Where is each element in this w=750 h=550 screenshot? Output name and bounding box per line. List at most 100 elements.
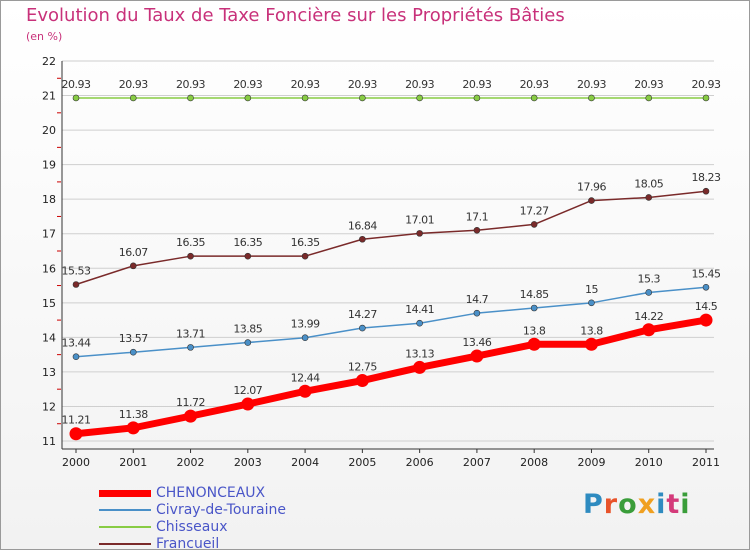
data-point (473, 94, 481, 102)
y-tick-label: 20 (42, 124, 56, 137)
x-tick-label: 2009 (577, 456, 605, 469)
data-point (244, 252, 252, 260)
data-label: 20.93 (405, 78, 434, 91)
legend-swatch (99, 489, 151, 497)
data-label: 15 (585, 283, 598, 296)
data-label: 15.45 (692, 267, 721, 280)
data-point (530, 94, 538, 102)
legend: CHENONCEAUX Civray-de-Touraine Chisseaux Fr… (99, 485, 359, 550)
data-label: 20.93 (62, 78, 91, 91)
y-tick-label: 19 (42, 159, 56, 172)
data-point (184, 409, 198, 423)
y-tick-label: 14 (42, 331, 56, 344)
x-tick-label: 2008 (520, 456, 548, 469)
data-label: 16.35 (291, 236, 320, 249)
data-point (72, 353, 80, 361)
data-label: 20.93 (634, 78, 663, 91)
data-label: 14.22 (634, 310, 663, 323)
data-point (359, 94, 366, 102)
data-label: 20.93 (348, 78, 377, 91)
y-tick-label: 15 (42, 297, 56, 310)
legend-swatch (99, 509, 151, 511)
data-point (588, 197, 595, 204)
data-label: 13.8 (523, 324, 546, 337)
data-label: 11.38 (119, 408, 148, 421)
data-label: 12.07 (233, 384, 262, 397)
data-point (129, 348, 137, 356)
data-label: 13.44 (62, 337, 91, 350)
data-point (702, 187, 710, 195)
data-point (588, 94, 595, 102)
legend-item: Chisseaux (99, 519, 359, 536)
legend-label: CHENONCEAUX (156, 485, 266, 501)
series-line-francueil (75, 190, 707, 286)
data-label: 20.93 (577, 78, 606, 91)
x-tick-label: 2004 (291, 456, 319, 469)
data-point (301, 94, 309, 102)
data-point (473, 309, 481, 317)
data-label: 20.93 (291, 78, 320, 91)
data-label: 14.27 (348, 308, 377, 321)
data-label: 15.53 (62, 265, 91, 278)
data-label: 20.93 (119, 78, 148, 91)
data-label: 16.35 (233, 236, 262, 249)
data-point (129, 262, 137, 270)
x-tick-label: 2005 (348, 456, 376, 469)
data-label: 13.85 (233, 323, 262, 336)
data-label: 16.07 (119, 246, 148, 259)
data-point (355, 374, 369, 388)
y-tick-label: 16 (42, 262, 56, 275)
series-line-civray-de-touraine (75, 286, 707, 358)
data-label: 14.41 (405, 303, 434, 316)
data-label: 18.23 (692, 171, 721, 184)
x-tick-label: 2001 (119, 456, 147, 469)
data-point (72, 94, 80, 102)
legend-item: CHENONCEAUX (99, 485, 359, 502)
data-point (241, 397, 255, 411)
data-point (702, 283, 710, 291)
data-point (699, 313, 713, 327)
data-label: 18.05 (634, 177, 663, 190)
x-tick-label: 2002 (177, 456, 205, 469)
chart-title: Evolution du Taux de Taxe Foncière sur l… (26, 5, 565, 26)
data-point (642, 323, 656, 337)
data-label: 11.21 (62, 414, 91, 427)
x-tick-label: 2010 (635, 456, 663, 469)
data-point (527, 337, 541, 351)
data-point (413, 360, 427, 374)
data-label: 20.93 (692, 78, 721, 91)
data-label: 17.01 (405, 213, 434, 226)
data-label: 13.13 (405, 347, 434, 360)
data-label: 17.1 (466, 210, 489, 223)
data-label: 17.27 (520, 204, 549, 217)
data-point (530, 221, 538, 228)
data-point (187, 252, 194, 260)
data-label: 13.8 (580, 324, 603, 337)
data-label: 20.93 (462, 78, 491, 91)
legend-label: Francueil (156, 536, 220, 550)
data-point (72, 281, 80, 288)
legend-swatch (99, 543, 151, 545)
data-label: 13.46 (462, 336, 491, 349)
x-tick-label: 2003 (234, 456, 262, 469)
data-label: 20.93 (233, 78, 262, 91)
data-point (530, 304, 538, 312)
data-label: 13.71 (176, 327, 205, 340)
data-point (584, 337, 598, 351)
y-tick-label: 21 (42, 90, 56, 103)
data-point (359, 324, 366, 332)
data-label: 13.99 (291, 318, 320, 331)
data-label: 20.93 (176, 78, 205, 91)
data-point (470, 349, 484, 363)
data-label: 14.7 (466, 293, 489, 306)
data-point (702, 94, 710, 102)
data-label: 14.5 (695, 300, 718, 313)
legend-item: Civray-de-Touraine (99, 502, 359, 519)
data-point (301, 252, 309, 260)
data-label: 15.3 (637, 272, 660, 285)
y-tick-label: 12 (42, 400, 56, 413)
data-point (416, 230, 423, 237)
y-tick-label: 18 (42, 193, 56, 206)
data-point (416, 94, 423, 102)
